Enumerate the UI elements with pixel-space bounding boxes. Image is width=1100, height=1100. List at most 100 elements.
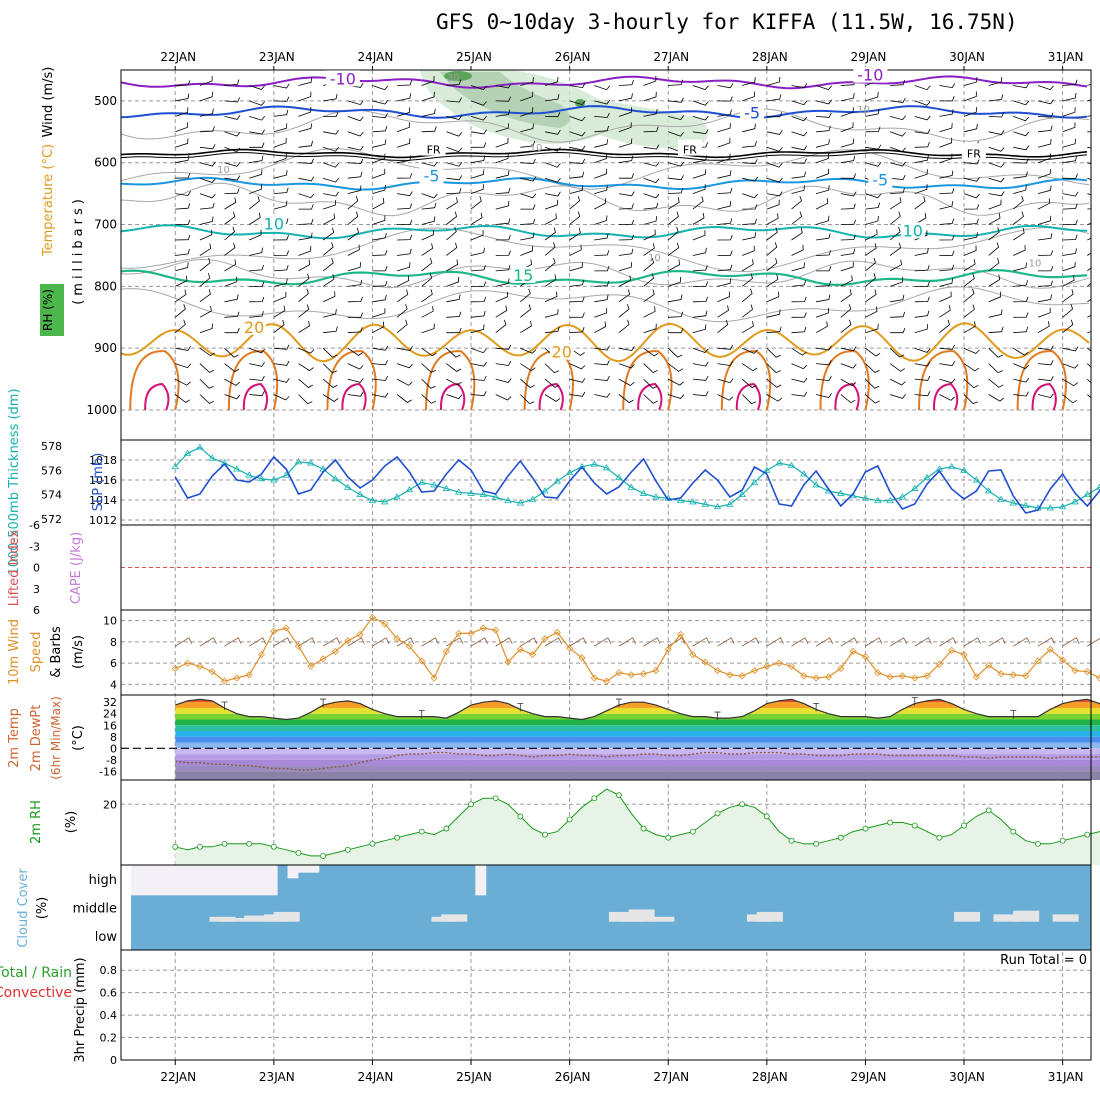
wind-barb bbox=[594, 99, 611, 105]
wind-barb bbox=[1087, 298, 1091, 303]
wind-barb bbox=[692, 129, 709, 135]
wind-barb bbox=[224, 226, 235, 241]
wind-speed-point bbox=[1083, 668, 1091, 676]
x-date-bottom-label: 25JAN bbox=[456, 1070, 492, 1084]
wind-barb bbox=[840, 93, 855, 102]
wind-barb bbox=[717, 394, 734, 401]
rh-point bbox=[640, 825, 647, 832]
wind-barb bbox=[791, 195, 802, 210]
wind-barb bbox=[273, 96, 290, 102]
wind-barb bbox=[446, 276, 460, 287]
wind-barb bbox=[347, 279, 363, 287]
wind-barb bbox=[1087, 394, 1091, 399]
wind-barb bbox=[322, 177, 340, 183]
wind-barb bbox=[1062, 275, 1075, 287]
isotherm-label: -10 bbox=[330, 69, 356, 88]
wind-speed-point bbox=[171, 664, 179, 673]
wind-barb bbox=[544, 257, 556, 272]
wind-barb bbox=[890, 174, 906, 181]
wind-barb bbox=[1087, 267, 1091, 272]
isotherm-label-bg bbox=[261, 215, 286, 232]
rh-point bbox=[1084, 831, 1091, 838]
wind-speed-point bbox=[356, 630, 364, 639]
wind-barb bbox=[397, 155, 412, 164]
wind-barb bbox=[1037, 185, 1052, 194]
wind-barb bbox=[298, 394, 313, 405]
wind-barb bbox=[1038, 266, 1054, 272]
wind-barb bbox=[347, 363, 364, 370]
wind-barb bbox=[1087, 115, 1091, 117]
wind-barb bbox=[692, 324, 707, 334]
wind-speed-point bbox=[541, 635, 549, 643]
wind-barb bbox=[520, 363, 536, 372]
wind-barb bbox=[397, 234, 413, 241]
cloud-high-bar bbox=[131, 865, 142, 896]
wind-barb bbox=[890, 327, 906, 334]
wind-speed-point bbox=[590, 674, 598, 682]
wind-barb bbox=[939, 96, 955, 102]
thickness-line bbox=[174, 446, 1100, 509]
wind-barb bbox=[865, 273, 876, 287]
wind-barb bbox=[470, 281, 487, 287]
wind-speed-line bbox=[174, 616, 1100, 682]
wind-speed-point bbox=[898, 672, 906, 680]
wind-barb bbox=[717, 305, 729, 318]
wind-barb bbox=[298, 304, 310, 318]
wind-barb bbox=[668, 311, 684, 318]
wind-barb bbox=[273, 394, 290, 401]
wind-barb bbox=[322, 213, 336, 225]
thickness-point bbox=[676, 496, 685, 504]
wind-barb bbox=[470, 264, 486, 272]
wind-barb bbox=[889, 259, 902, 272]
wind-barb bbox=[446, 131, 463, 137]
wind-10m-barb bbox=[741, 637, 760, 647]
wind-barb bbox=[939, 319, 950, 334]
precip-tick-label: 0.4 bbox=[100, 1009, 118, 1022]
wind-barb bbox=[618, 138, 633, 148]
wind-speed-point bbox=[689, 651, 697, 659]
wind-barb bbox=[889, 363, 906, 372]
wind-barb bbox=[544, 291, 558, 303]
wind-barb bbox=[865, 378, 880, 389]
wind-barb bbox=[446, 327, 462, 334]
wind-speed-point bbox=[726, 671, 734, 679]
wind10m-units-label: (m/s) bbox=[71, 635, 86, 669]
wind-barb bbox=[939, 278, 953, 287]
wind-barb bbox=[1013, 245, 1026, 256]
wind-barb bbox=[865, 243, 877, 256]
wind-barb bbox=[372, 215, 386, 225]
wind-barb bbox=[249, 100, 265, 106]
wind-barb bbox=[766, 162, 783, 168]
wind-barb bbox=[322, 146, 340, 152]
wind-barb bbox=[766, 363, 781, 374]
thickness-point bbox=[553, 477, 562, 484]
wind-barb bbox=[347, 116, 364, 122]
temp-minmax-bar bbox=[615, 698, 622, 708]
wind-barb bbox=[914, 296, 930, 303]
wind-barb bbox=[889, 226, 901, 241]
wind-barb bbox=[396, 363, 413, 369]
wind-barb bbox=[199, 216, 214, 225]
wind-barb bbox=[889, 161, 906, 167]
wind-barb bbox=[692, 155, 707, 164]
wind-barb bbox=[1013, 377, 1030, 383]
thickness-point bbox=[1058, 503, 1067, 510]
wind-barb bbox=[249, 296, 265, 303]
cape-axis-label: CAPE (J/kg) bbox=[69, 532, 84, 604]
wind-barb bbox=[372, 139, 387, 148]
wind-barb bbox=[520, 232, 535, 241]
wind-barb bbox=[963, 218, 979, 225]
thickness-point bbox=[1071, 498, 1079, 505]
pressure-axis-label: (millibars) bbox=[71, 195, 86, 305]
wind-barb bbox=[446, 311, 462, 318]
thickness-point bbox=[787, 461, 796, 468]
wind-speed-point bbox=[381, 620, 389, 628]
wind-barb bbox=[865, 394, 880, 404]
wind-barb bbox=[668, 259, 681, 272]
wind-barb bbox=[470, 230, 484, 241]
wind-barb bbox=[1062, 304, 1074, 318]
wind-barb bbox=[470, 115, 487, 121]
wind-barb bbox=[470, 142, 487, 148]
wind-barb bbox=[692, 265, 708, 272]
isotherm-label: -5 bbox=[744, 103, 760, 122]
